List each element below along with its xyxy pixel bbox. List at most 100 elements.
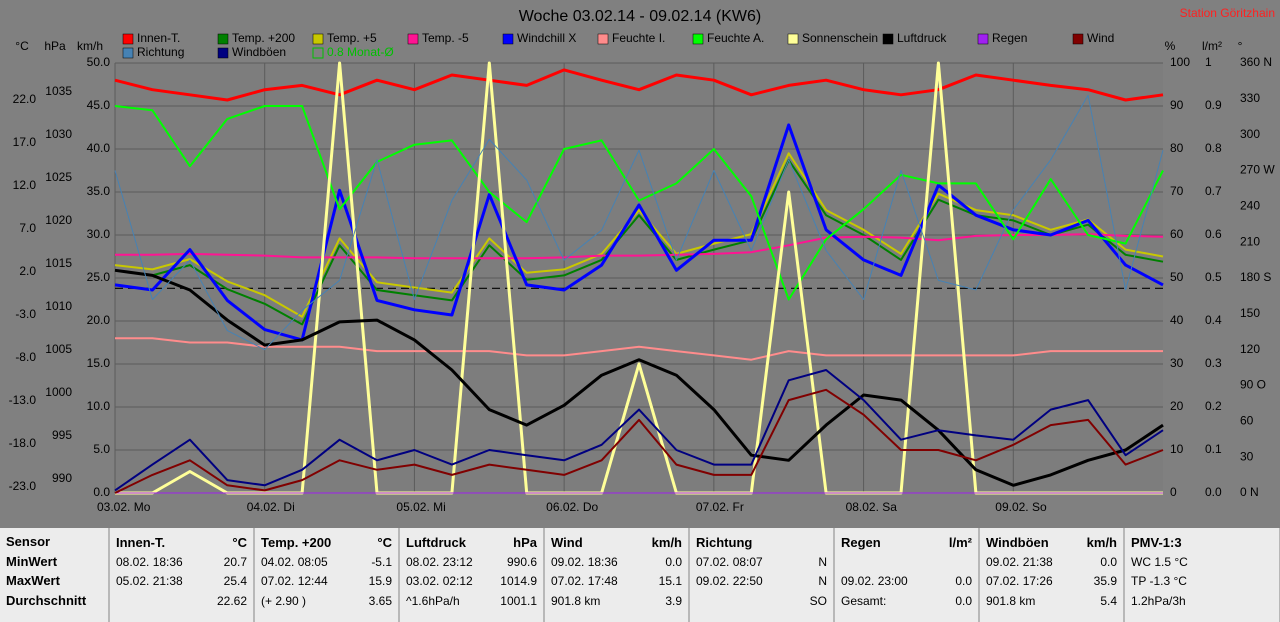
cell-right: 22.62 bbox=[216, 593, 247, 608]
y-tick-label: 1015 bbox=[45, 256, 72, 270]
header-unit: hPa bbox=[513, 534, 537, 550]
y-tick-label: 0.7 bbox=[1205, 184, 1222, 198]
y-tick-label: 1035 bbox=[45, 84, 72, 98]
legend-swatch bbox=[312, 47, 324, 59]
legend-swatch bbox=[692, 33, 704, 45]
column-header: Regen l/m² bbox=[841, 532, 972, 552]
y-tick-label: 0.9 bbox=[1205, 98, 1222, 112]
cell-right: 35.9 bbox=[1093, 574, 1117, 589]
y-tick-label: 12.0 bbox=[13, 178, 37, 192]
y-tick-label: 0.3 bbox=[1205, 356, 1222, 370]
y-tick-label: 40 bbox=[1170, 313, 1184, 327]
stat-row: 08.02. 18:36 20.7 bbox=[116, 552, 247, 572]
stat-row: 07.02. 12:44 15.9 bbox=[261, 572, 392, 592]
y-tick-label: -18.0 bbox=[9, 436, 37, 450]
y-tick-label: 1010 bbox=[45, 299, 72, 313]
row-label: Sensor bbox=[6, 534, 51, 550]
cell-right: 20.7 bbox=[223, 554, 247, 569]
series-line bbox=[114, 369, 1164, 492]
cell-left: 08.02. 23:12 bbox=[406, 554, 473, 569]
series-line bbox=[114, 105, 1164, 301]
stat-row: 09.02. 23:00 0.0 bbox=[841, 572, 972, 592]
cell-right: 3.65 bbox=[368, 593, 392, 608]
axis-unit: l/m² bbox=[1202, 39, 1222, 53]
series-line bbox=[114, 68, 1164, 102]
cell-right: 0.0 bbox=[665, 554, 682, 569]
cell-left: 04.02. 08:05 bbox=[261, 554, 328, 569]
y-tick-label: 150 bbox=[1240, 306, 1260, 320]
y-tick-label: 22.0 bbox=[13, 92, 37, 106]
series-line bbox=[114, 152, 1164, 318]
stat-row: Gesamt: 0.0 bbox=[841, 591, 972, 611]
stat-row: (+ 2.90 ) 3.65 bbox=[261, 591, 392, 611]
legend-swatch bbox=[217, 47, 229, 59]
y-tick-label: 5.0 bbox=[93, 442, 110, 456]
stat-row: 05.02. 21:38 25.4 bbox=[116, 572, 247, 592]
y-tick-label: 60 bbox=[1240, 414, 1254, 428]
series-line bbox=[114, 123, 1164, 342]
stat-row bbox=[841, 552, 972, 572]
y-tick-label: 45.0 bbox=[87, 98, 111, 112]
axis-unit: km/h bbox=[77, 39, 103, 53]
y-tick-label: 1025 bbox=[45, 170, 72, 184]
column-header: Luftdruck hPa bbox=[406, 532, 537, 552]
stat-row: 901.8 km 3.9 bbox=[551, 591, 682, 611]
cell-left: 07.02. 17:48 bbox=[551, 574, 618, 589]
y-tick-label: 60 bbox=[1170, 227, 1184, 241]
y-tick-label: 300 bbox=[1240, 127, 1260, 141]
y-tick-label: 180 S bbox=[1240, 270, 1271, 284]
stat-row: 09.02. 22:50 N bbox=[696, 572, 827, 592]
legend-label: Richtung bbox=[137, 45, 184, 59]
y-tick-label: 120 bbox=[1240, 342, 1260, 356]
stat-row: 07.02. 17:26 35.9 bbox=[986, 572, 1117, 592]
y-tick-label: -13.0 bbox=[9, 393, 37, 407]
legend-swatch bbox=[977, 33, 989, 45]
cell-left: Gesamt: bbox=[841, 593, 887, 608]
legend-label: Feuchte A. bbox=[707, 31, 764, 45]
cell-right: 1001.1 bbox=[500, 593, 537, 608]
y-tick-label: 1020 bbox=[45, 213, 72, 227]
y-tick-label: 7.0 bbox=[19, 221, 36, 235]
stat-column: Windböen km/h 09.02. 21:38 0.0 07.02. 17:26 3… bbox=[980, 528, 1123, 622]
stat-row: ^1.6hPa/h 1001.1 bbox=[406, 591, 537, 611]
y-tick-label: 80 bbox=[1170, 141, 1184, 155]
y-tick-label: 0.0 bbox=[93, 485, 110, 499]
legend-swatch bbox=[217, 33, 229, 45]
y-tick-label: 15.0 bbox=[87, 356, 111, 370]
cell-right: 25.4 bbox=[223, 574, 247, 589]
header-unit: km/h bbox=[1086, 534, 1117, 550]
cell-left: 07.02. 17:26 bbox=[986, 574, 1053, 589]
y-tick-label: 10.0 bbox=[87, 399, 111, 413]
legend-label: Windböen bbox=[232, 45, 286, 59]
cell-right: 15.1 bbox=[658, 574, 682, 589]
axis-unit: % bbox=[1165, 39, 1176, 53]
cell-left: 07.02. 12:44 bbox=[261, 574, 328, 589]
legend-label: Temp. +200 bbox=[232, 31, 295, 45]
y-tick-label: 2.0 bbox=[19, 264, 36, 278]
header-text: Windböen bbox=[986, 534, 1049, 550]
y-tick-label: 17.0 bbox=[13, 135, 37, 149]
y-tick-label: 30 bbox=[1170, 356, 1184, 370]
y-tick-label: 25.0 bbox=[87, 270, 111, 284]
chart: Woche 03.02.14 - 09.02.14 (KW6) Station … bbox=[9, 6, 1276, 514]
axis-unit: ° bbox=[1238, 39, 1243, 53]
y-tick-label: 1000 bbox=[45, 385, 72, 399]
legend-label: Temp. +5 bbox=[327, 31, 377, 45]
stat-row: 07.02. 17:48 15.1 bbox=[551, 572, 682, 592]
column-header: Wind km/h bbox=[551, 532, 682, 552]
legend-label: Wind bbox=[1087, 31, 1114, 45]
stat-row: TP -1.3 °C bbox=[1131, 572, 1273, 592]
legend-label: Sonnenschein bbox=[802, 31, 878, 45]
y-tick-label: -8.0 bbox=[15, 350, 36, 364]
x-tick-label: 09.02. So bbox=[995, 500, 1047, 514]
y-tick-label: 0.0 bbox=[1205, 485, 1222, 499]
cell-right: 990.6 bbox=[506, 554, 537, 569]
y-tick-label: 0 bbox=[1170, 485, 1177, 499]
station: Station Göritzhain bbox=[1180, 6, 1275, 20]
cell-right: 3.9 bbox=[665, 593, 682, 608]
legend-swatch bbox=[1072, 33, 1084, 45]
legend-swatch bbox=[122, 47, 134, 59]
cell-left: (+ 2.90 ) bbox=[261, 593, 307, 608]
y-tick-label: 0.6 bbox=[1205, 227, 1222, 241]
series-line bbox=[114, 388, 1164, 494]
